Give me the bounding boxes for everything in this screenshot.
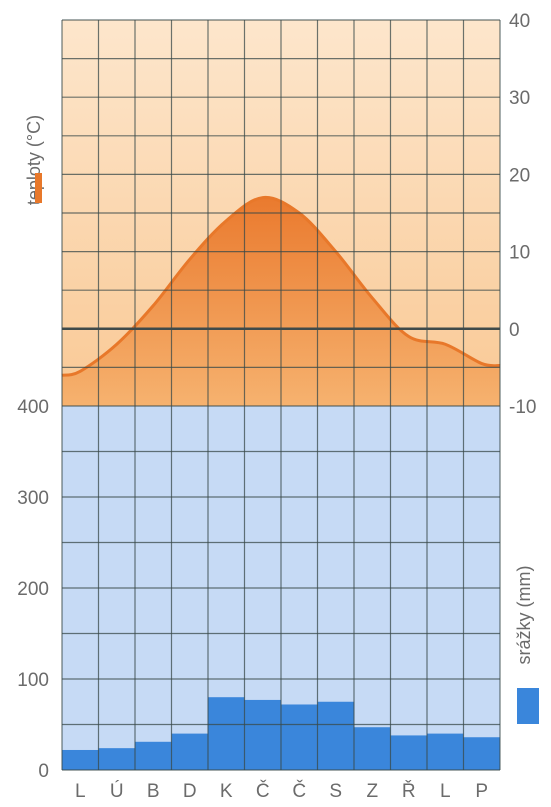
month-label: D bbox=[183, 781, 197, 802]
temperature-tick-label: 30 bbox=[509, 88, 530, 109]
temperature-tick-label: 40 bbox=[509, 11, 530, 32]
precipitation-legend-swatch bbox=[517, 688, 539, 724]
month-label: Č bbox=[256, 780, 270, 802]
precipitation-tick-label: 300 bbox=[17, 488, 49, 509]
temperature-tick-label: 20 bbox=[509, 165, 530, 186]
precipitation-bar bbox=[427, 733, 464, 770]
month-label: B bbox=[147, 781, 160, 802]
grid bbox=[61, 19, 501, 771]
precipitation-bar bbox=[390, 735, 427, 770]
month-label: Ú bbox=[110, 780, 124, 802]
month-label: Ř bbox=[402, 780, 416, 802]
temperature-axis-ticks: 40 30 20 10 0 -10 bbox=[509, 11, 536, 418]
temperature-tick-label: -10 bbox=[509, 397, 536, 418]
temperature-tick-label: 10 bbox=[509, 243, 530, 264]
month-label: L bbox=[75, 781, 86, 802]
precipitation-tick-label: 400 bbox=[17, 397, 49, 418]
temperature-tick-label: 0 bbox=[509, 320, 520, 341]
month-label: Č bbox=[292, 780, 306, 802]
precipitation-bar bbox=[171, 733, 208, 770]
precipitation-bar bbox=[281, 704, 318, 770]
precipitation-axis-title: srážky (mm) bbox=[514, 566, 534, 665]
precipitation-bar bbox=[135, 741, 172, 770]
precipitation-bar bbox=[354, 727, 391, 770]
precipitation-axis-ticks: 400 300 200 100 0 bbox=[17, 397, 49, 782]
precipitation-tick-label: 0 bbox=[38, 761, 49, 782]
precipitation-bar bbox=[463, 737, 500, 770]
precipitation-bars bbox=[62, 697, 500, 770]
month-label: P bbox=[475, 781, 488, 802]
month-label: K bbox=[220, 781, 233, 802]
precipitation-tick-label: 100 bbox=[17, 670, 49, 691]
month-label: Z bbox=[366, 781, 378, 802]
temperature-legend-swatch bbox=[35, 173, 42, 203]
month-label: S bbox=[329, 781, 342, 802]
precipitation-bar bbox=[244, 699, 281, 770]
precipitation-tick-label: 200 bbox=[17, 579, 49, 600]
precipitation-bar bbox=[62, 749, 99, 770]
precipitation-bar bbox=[317, 701, 354, 770]
precipitation-bar bbox=[208, 697, 245, 770]
month-label: L bbox=[440, 781, 451, 802]
precipitation-bar bbox=[98, 748, 135, 770]
